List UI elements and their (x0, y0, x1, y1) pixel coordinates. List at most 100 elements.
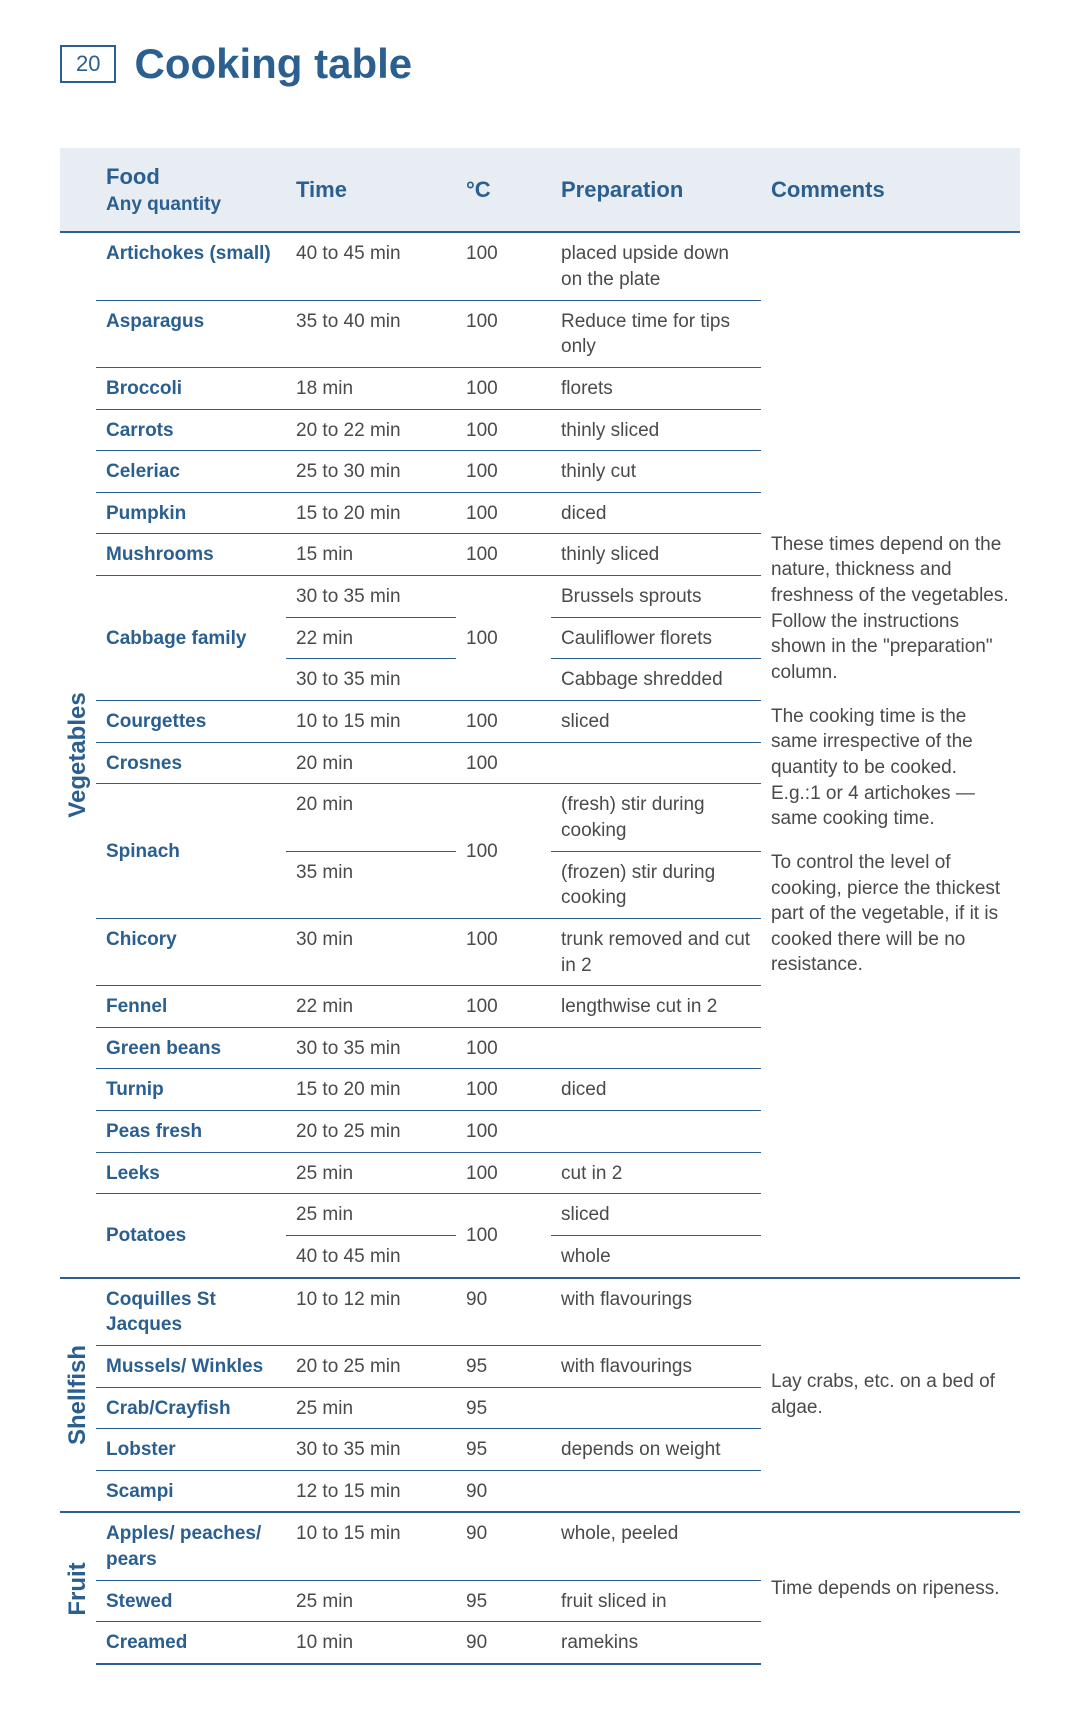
prep-cell: depends on weight (551, 1429, 761, 1471)
category-cell: Vegetables (60, 232, 96, 1277)
food-cell: Celeriac (96, 451, 286, 493)
temp-cell: 100 (456, 1027, 551, 1069)
prep-cell: whole (551, 1235, 761, 1277)
time-cell: 40 to 45 min (286, 1235, 456, 1277)
page-number-box: 20 (60, 45, 116, 84)
prep-cell: with flavourings (551, 1278, 761, 1346)
temp-cell: 100 (456, 367, 551, 409)
comments-cell: Time depends on ripeness. (761, 1512, 1020, 1664)
time-cell: 30 to 35 min (286, 659, 456, 701)
temp-cell: 100 (456, 451, 551, 493)
temp-cell: 90 (456, 1512, 551, 1580)
food-cell: Chicory (96, 918, 286, 985)
hdr-temp: °C (456, 148, 551, 232)
food-cell: Courgettes (96, 701, 286, 743)
time-cell: 25 min (286, 1194, 456, 1236)
time-cell: 25 min (286, 1580, 456, 1622)
food-cell: Carrots (96, 409, 286, 451)
prep-cell: thinly cut (551, 451, 761, 493)
temp-cell: 95 (456, 1580, 551, 1622)
title-row: 20 Cooking table (60, 40, 1020, 88)
temp-cell: 100 (456, 300, 551, 367)
prep-cell: with flavourings (551, 1345, 761, 1387)
table-header: Food Any quantity Time °C Preparation Co… (60, 148, 1020, 232)
comments-paragraph: The cooking time is the same irrespectiv… (771, 704, 1010, 832)
table-body: Vegetables Artichokes (small) 40 to 45 min… (60, 232, 1020, 1664)
prep-cell: thinly sliced (551, 534, 761, 576)
food-cell: Scampi (96, 1470, 286, 1512)
food-cell: Stewed (96, 1580, 286, 1622)
temp-cell: 95 (456, 1345, 551, 1387)
food-cell: Peas fresh (96, 1111, 286, 1153)
prep-cell: (fresh) stir during cooking (551, 784, 761, 851)
comments-cell: Lay crabs, etc. on a bed of algae. (761, 1278, 1020, 1513)
time-cell: 30 to 35 min (286, 1027, 456, 1069)
table-row: VegetablesArtichokes (small)40 to 45 min… (60, 232, 1020, 300)
time-cell: 25 min (286, 1387, 456, 1429)
prep-cell (551, 1387, 761, 1429)
prep-cell: sliced (551, 1194, 761, 1236)
prep-cell (551, 1470, 761, 1512)
comments-cell: These times depend on the nature, thickn… (761, 232, 1020, 1277)
temp-cell: 95 (456, 1429, 551, 1471)
food-cell: Creamed (96, 1622, 286, 1664)
prep-cell: Reduce time for tips only (551, 300, 761, 367)
comments-paragraph: Time depends on ripeness. (771, 1576, 1010, 1602)
prep-cell: Brussels sprouts (551, 576, 761, 618)
prep-cell (551, 742, 761, 784)
prep-cell: diced (551, 1069, 761, 1111)
temp-cell: 100 (456, 576, 551, 701)
temp-cell: 100 (456, 1069, 551, 1111)
comments-paragraph: To control the level of cooking, pierce … (771, 850, 1010, 978)
food-cell: Fennel (96, 986, 286, 1028)
prep-cell: trunk removed and cut in 2 (551, 918, 761, 985)
temp-cell: 90 (456, 1278, 551, 1346)
page: 20 Cooking table Food Any quantity Time … (0, 0, 1080, 1725)
time-cell: 30 min (286, 918, 456, 985)
category-cell: Fruit (60, 1512, 96, 1664)
time-cell: 22 min (286, 617, 456, 659)
hdr-food-main: Food (106, 162, 276, 192)
category-label: Vegetables (62, 692, 94, 817)
time-cell: 25 min (286, 1152, 456, 1194)
food-cell: Lobster (96, 1429, 286, 1471)
category-label: Shellfish (62, 1345, 94, 1445)
prep-cell (551, 1111, 761, 1153)
food-cell: Turnip (96, 1069, 286, 1111)
prep-cell: sliced (551, 701, 761, 743)
food-cell: Potatoes (96, 1194, 286, 1278)
prep-cell: whole, peeled (551, 1512, 761, 1580)
hdr-time: Time (286, 148, 456, 232)
prep-cell: placed upside down on the plate (551, 232, 761, 300)
temp-cell: 95 (456, 1387, 551, 1429)
food-cell: Apples/ peaches/ pears (96, 1512, 286, 1580)
prep-cell: lengthwise cut in 2 (551, 986, 761, 1028)
food-cell: Coquilles St Jacques (96, 1278, 286, 1346)
time-cell: 30 to 35 min (286, 1429, 456, 1471)
time-cell: 10 to 15 min (286, 701, 456, 743)
table-row: FruitApples/ peaches/ pears10 to 15 min9… (60, 1512, 1020, 1580)
hdr-food-sub: Any quantity (106, 192, 276, 218)
time-cell: 10 min (286, 1622, 456, 1664)
prep-cell: thinly sliced (551, 409, 761, 451)
temp-cell: 100 (456, 1111, 551, 1153)
food-cell: Artichokes (small) (96, 232, 286, 300)
food-cell: Pumpkin (96, 492, 286, 534)
temp-cell: 100 (456, 784, 551, 919)
food-cell: Asparagus (96, 300, 286, 367)
food-cell: Leeks (96, 1152, 286, 1194)
food-cell: Crab/Crayfish (96, 1387, 286, 1429)
temp-cell: 100 (456, 232, 551, 300)
prep-cell: cut in 2 (551, 1152, 761, 1194)
time-cell: 18 min (286, 367, 456, 409)
temp-cell: 100 (456, 742, 551, 784)
comments-paragraph: Lay crabs, etc. on a bed of algae. (771, 1369, 1010, 1420)
category-cell: Shellfish (60, 1278, 96, 1513)
time-cell: 20 min (286, 742, 456, 784)
table-row: ShellfishCoquilles St Jacques10 to 12 mi… (60, 1278, 1020, 1346)
food-cell: Broccoli (96, 367, 286, 409)
prep-cell: diced (551, 492, 761, 534)
temp-cell: 100 (456, 1194, 551, 1278)
hdr-food: Food Any quantity (96, 148, 286, 232)
time-cell: 20 to 25 min (286, 1111, 456, 1153)
